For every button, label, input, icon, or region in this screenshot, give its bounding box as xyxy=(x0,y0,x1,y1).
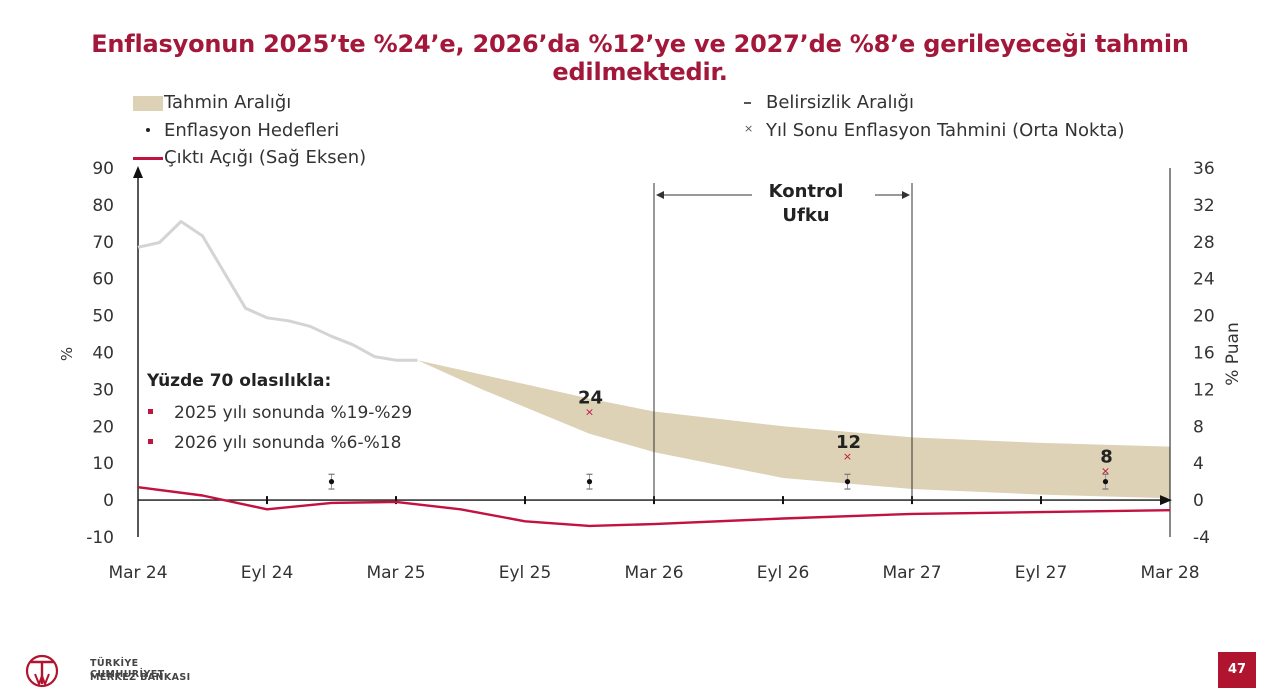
y-tick-label: -10 xyxy=(86,528,114,548)
footer-bank-line2: MERKEZ BANKASI xyxy=(90,672,191,683)
probability-bullet xyxy=(148,439,153,444)
y-tick-label: 60 xyxy=(92,270,114,290)
x-tick-label: Mar 26 xyxy=(624,563,683,583)
slide-title: Enflasyonun 2025’te %24’e, 2026’da %12’y… xyxy=(91,30,1189,86)
inflation-target-point xyxy=(844,479,851,485)
x-tick-label: Eyl 25 xyxy=(499,563,552,583)
y-tick-label: 30 xyxy=(92,380,114,400)
inflation-target-point xyxy=(328,479,335,485)
x-tick-label: Eyl 27 xyxy=(1015,563,1068,583)
probability-item: 2025 yılı sonunda %19-%29 xyxy=(174,403,412,423)
forecast-band-area xyxy=(417,360,1170,499)
legend-target-swatch xyxy=(146,128,150,132)
x-tick-label: Mar 25 xyxy=(366,563,425,583)
y2-tick-label: 32 xyxy=(1193,196,1215,216)
y2-tick-label: 28 xyxy=(1193,233,1215,253)
tcmb-logo: TÜRKİYE CUMHURİYET MERKEZ BANKASI xyxy=(22,650,197,690)
y2-tick-label: 24 xyxy=(1193,270,1215,290)
y-axis-title: % xyxy=(58,347,76,361)
y2-tick-label: -4 xyxy=(1193,528,1210,548)
control-horizon-label-line2: Ufku xyxy=(782,205,829,226)
y-axis-arrow xyxy=(133,166,143,178)
legend-year-end-label: Yıl Sonu Enflasyon Tahmini (Orta Nokta) xyxy=(766,120,1125,141)
year-end-forecast-label: 12 xyxy=(836,432,861,453)
inflation-target-point xyxy=(586,479,593,485)
probability-item: 2026 yılı sonunda %6-%18 xyxy=(174,433,401,453)
probability-bullet xyxy=(148,409,153,414)
y-tick-label: 20 xyxy=(92,417,114,437)
legend-band-label: Tahmin Aralığı xyxy=(164,92,292,113)
y2-tick-label: 20 xyxy=(1193,307,1215,327)
year-end-forecast-label: 8 xyxy=(1100,447,1113,468)
x-axis-arrow xyxy=(1160,495,1172,506)
legend-uncertainty-swatch xyxy=(744,102,751,104)
y-tick-label: 50 xyxy=(92,307,114,327)
y-tick-label: 70 xyxy=(92,233,114,253)
y2-tick-label: 8 xyxy=(1193,417,1204,437)
year-end-forecast-label: 24 xyxy=(578,388,603,409)
control-horizon-arrowhead-right xyxy=(902,191,910,199)
legend-target-label: Enflasyon Hedefleri xyxy=(164,120,340,141)
control-horizon-label-line1: Kontrol xyxy=(769,181,844,202)
year-end-forecast-marker: × xyxy=(843,450,852,463)
y2-tick-label: 4 xyxy=(1193,454,1204,474)
x-tick-label: Eyl 26 xyxy=(757,563,810,583)
y2-tick-label: 0 xyxy=(1193,491,1204,511)
y-tick-label: 90 xyxy=(92,159,114,179)
y-tick-label: 10 xyxy=(92,454,114,474)
y2-axis-title: % Puan xyxy=(1223,322,1243,385)
legend-year-end-swatch: × xyxy=(744,122,754,135)
probability-heading: Yüzde 70 olasılıkla: xyxy=(146,371,331,391)
x-tick-label: Mar 27 xyxy=(882,563,941,583)
control-horizon-arrowhead-left xyxy=(656,191,664,199)
y-tick-label: 40 xyxy=(92,344,114,364)
inflation-series-line xyxy=(137,220,418,362)
y2-tick-label: 12 xyxy=(1193,380,1215,400)
y2-tick-label: 36 xyxy=(1193,159,1215,179)
legend-uncertainty-label: Belirsizlik Aralığı xyxy=(766,92,914,113)
tcmb-logo-mark xyxy=(25,654,59,688)
year-end-forecast-marker: × xyxy=(585,406,594,419)
y-tick-label: 0 xyxy=(103,491,114,511)
year-end-forecast-marker: × xyxy=(1101,465,1110,478)
legend-output-gap-label: Çıktı Açığı (Sağ Eksen) xyxy=(164,147,367,168)
page-number-badge: 47 xyxy=(1218,652,1256,688)
legend-output-gap-swatch xyxy=(133,157,163,160)
y2-tick-label: 16 xyxy=(1193,344,1215,364)
footer-bank-line1: TÜRKİYE CUMHURİYET xyxy=(90,658,165,680)
output-gap-series-line xyxy=(137,486,1171,528)
x-tick-label: Eyl 24 xyxy=(241,563,294,583)
y-tick-label: 80 xyxy=(92,196,114,216)
x-tick-label: Mar 24 xyxy=(108,563,167,583)
legend-band-swatch xyxy=(133,96,163,111)
x-tick-label: Mar 28 xyxy=(1140,563,1199,583)
inflation-target-point xyxy=(1102,479,1109,485)
